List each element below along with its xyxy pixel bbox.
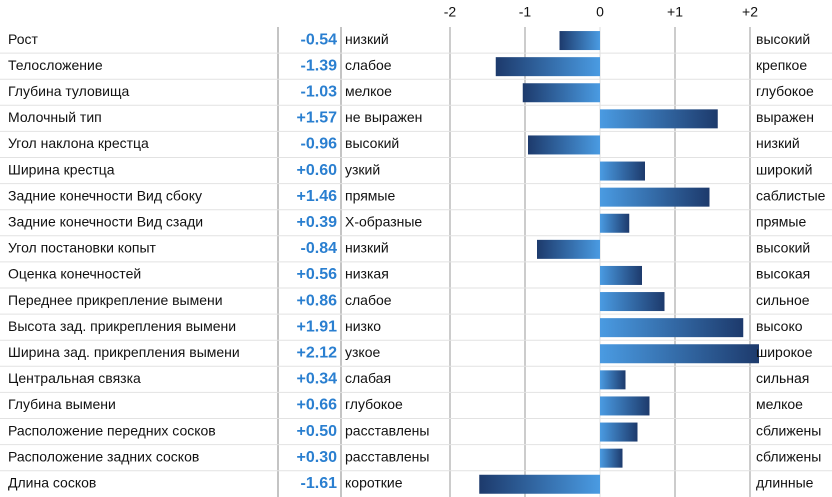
high-label: прямые [756, 213, 806, 229]
value-label: +2.12 [297, 344, 338, 361]
trait-name: Высота зад. прикрепления вымени [8, 318, 236, 334]
value-label: -0.96 [301, 136, 338, 153]
high-label: сближены [756, 448, 821, 464]
high-label: сближены [756, 422, 821, 438]
bar [600, 109, 718, 129]
high-label: выражен [756, 109, 814, 125]
value-label: +0.30 [297, 449, 338, 466]
trait-name: Ширина крестца [8, 161, 115, 177]
value-label: +0.86 [297, 292, 338, 309]
value-label: +1.91 [297, 318, 338, 335]
x-tick-label: 0 [596, 4, 604, 20]
low-label: не выражен [345, 109, 422, 125]
low-label: расставлены [345, 448, 429, 464]
high-label: высокая [756, 266, 810, 282]
value-label: +1.57 [297, 110, 338, 127]
low-label: узкое [345, 344, 380, 360]
trait-name: Глубина туловища [8, 83, 130, 99]
low-label: слабая [345, 370, 391, 386]
high-label: высокий [756, 31, 810, 47]
low-label: прямые [345, 187, 395, 203]
trait-name: Угол постановки копыт [8, 240, 157, 256]
trait-name: Переднее прикрепление вымени [8, 292, 223, 308]
bar [600, 448, 623, 468]
bar [600, 422, 638, 442]
high-label: низкий [756, 135, 800, 151]
low-label: короткие [345, 474, 403, 490]
bar [600, 187, 710, 207]
low-label: глубокое [345, 396, 403, 412]
low-label: расставлены [345, 422, 429, 438]
trait-name: Центральная связка [8, 370, 141, 386]
value-label: +0.34 [297, 371, 338, 388]
high-label: длинные [756, 474, 814, 490]
bar [495, 57, 600, 77]
x-tick-label: -2 [444, 4, 457, 20]
x-tick-label: +1 [667, 4, 683, 20]
low-label: Х-образные [345, 213, 422, 229]
low-label: узкий [345, 161, 380, 177]
value-label: +0.60 [297, 162, 338, 179]
value-label: +1.46 [297, 188, 338, 205]
high-label: высоко [756, 318, 803, 334]
bar [600, 370, 626, 390]
bar [600, 213, 630, 233]
low-label: слабое [345, 292, 392, 308]
bar [600, 344, 759, 364]
bar [600, 396, 650, 416]
x-tick-label: +2 [742, 4, 758, 20]
x-tick-label: -1 [519, 4, 532, 20]
trait-name: Молочный тип [8, 109, 102, 125]
high-label: сильное [756, 292, 810, 308]
value-label: -1.39 [301, 57, 338, 74]
high-label: широкое [756, 344, 813, 360]
trait-name: Ширина зад. прикрепления вымени [8, 344, 240, 360]
low-label: низко [345, 318, 381, 334]
value-label: +0.56 [297, 266, 338, 283]
high-label: широкий [756, 161, 812, 177]
high-label: высокий [756, 240, 810, 256]
high-label: крепкое [756, 57, 807, 73]
trait-name: Глубина вымени [8, 396, 116, 412]
value-label: -0.54 [301, 31, 338, 48]
high-label: глубокое [756, 83, 814, 99]
value-label: -0.84 [301, 240, 338, 257]
low-label: высокий [345, 135, 399, 151]
high-label: сильная [756, 370, 809, 386]
trait-name: Оценка конечностей [8, 266, 141, 282]
bar [600, 318, 744, 338]
trait-name: Расположение задних сосков [8, 448, 199, 464]
bar [600, 265, 642, 285]
value-label: -1.61 [301, 475, 338, 492]
trait-name: Телосложение [8, 57, 103, 73]
bar [522, 83, 600, 103]
low-label: слабое [345, 57, 392, 73]
trait-name: Задние конечности Вид сбоку [8, 187, 202, 203]
bar [600, 161, 645, 181]
low-label: низкий [345, 240, 389, 256]
low-label: низкая [345, 266, 389, 282]
value-label: +0.50 [297, 423, 338, 440]
bar [537, 239, 600, 259]
bar [600, 292, 665, 312]
value-label: +0.66 [297, 397, 338, 414]
trait-name: Задние конечности Вид сзади [8, 213, 203, 229]
bar [559, 31, 600, 51]
high-label: саблистые [756, 187, 826, 203]
trait-name: Расположение передних сосков [8, 422, 216, 438]
low-label: низкий [345, 31, 389, 47]
value-label: -1.03 [301, 83, 338, 100]
trait-name: Угол наклона крестца [8, 135, 149, 151]
bar [479, 474, 600, 494]
low-label: мелкое [345, 83, 392, 99]
trait-name: Рост [8, 31, 39, 47]
bar [528, 135, 600, 155]
trait-name: Длина сосков [8, 474, 96, 490]
value-label: +0.39 [297, 214, 338, 231]
high-label: мелкое [756, 396, 803, 412]
